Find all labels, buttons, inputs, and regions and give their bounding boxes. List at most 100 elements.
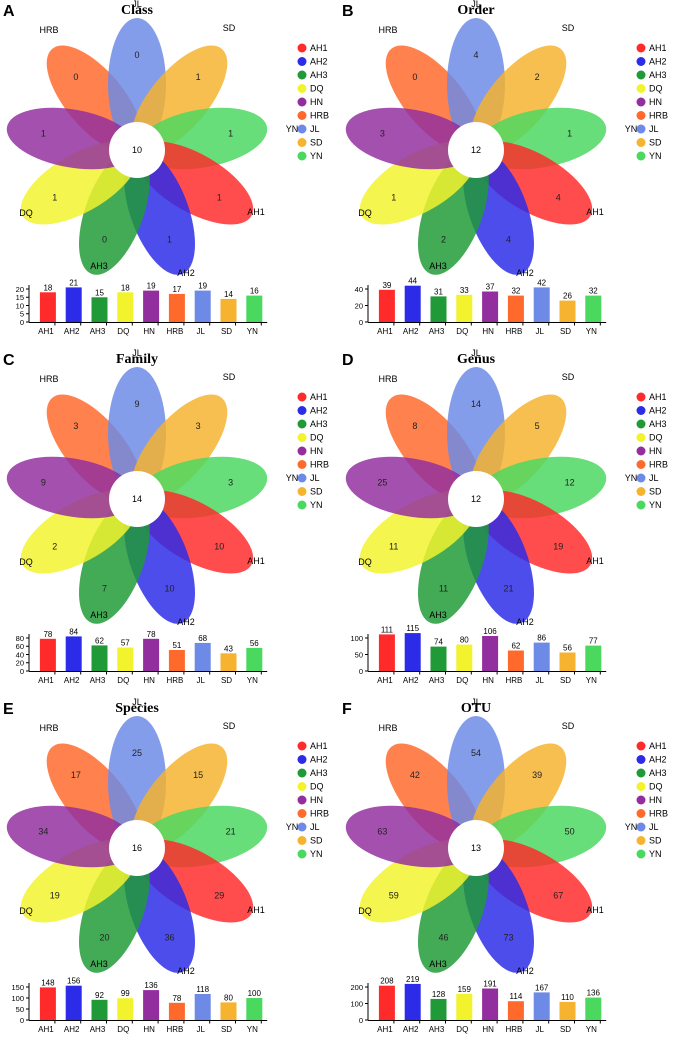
petal-count-jl: 0 <box>134 50 139 60</box>
bar-jl <box>533 642 550 671</box>
bar-ah3 <box>91 645 108 671</box>
x-tick-label-hrb: HRB <box>166 327 183 336</box>
flower-panel-family: C Family 3 HRB 9 JL 3 SD 3 YN 10 AH1 10 AH2 7 AH3 2 DQ 9 HN… <box>0 349 339 698</box>
petal-label-sd: SD <box>562 23 575 33</box>
y-tick-label: 40 <box>355 285 363 294</box>
petal-count-hrb: 8 <box>412 421 417 431</box>
legend-label-yn: YN <box>310 500 323 510</box>
x-tick-label-jl: JL <box>196 676 205 685</box>
x-tick-label-dq: DQ <box>117 676 129 685</box>
petal-label-ah1: AH1 <box>247 905 265 915</box>
y-tick-label: 0 <box>359 667 363 676</box>
bar-value-dq: 33 <box>460 286 469 295</box>
bar-ah2 <box>65 636 82 671</box>
bar-value-hrb: 114 <box>510 992 523 1001</box>
bar-ah1 <box>378 289 395 322</box>
legend-swatch-ah2 <box>297 57 307 66</box>
bar-value-yn: 77 <box>589 637 598 646</box>
x-tick-label-jl: JL <box>196 327 205 336</box>
petal-label-ah3: AH3 <box>90 610 108 620</box>
bar-value-ah2: 219 <box>406 975 420 984</box>
petal-count-ah2: 36 <box>164 932 174 942</box>
bar-value-sd: 80 <box>224 993 233 1002</box>
y-tick-label: 100 <box>350 999 363 1008</box>
legend-swatch-yn <box>636 151 646 161</box>
petal-ah3 <box>79 498 150 624</box>
bar-value-dq: 57 <box>121 638 130 647</box>
bar-value-hrb: 78 <box>172 994 181 1003</box>
legend-label-hrb: HRB <box>649 809 668 819</box>
legend-swatch-ah3 <box>636 70 646 80</box>
x-tick-label-dq: DQ <box>456 676 468 685</box>
legend-label-yn: YN <box>310 151 323 161</box>
x-tick-label-ah1: AH1 <box>38 327 54 336</box>
petal-label-sd: SD <box>223 372 236 382</box>
bar-ah3 <box>430 296 447 322</box>
petal-count-sd: 15 <box>193 770 203 780</box>
petal-count-yn: 21 <box>226 827 236 837</box>
bar-hrb <box>168 650 185 671</box>
legend-swatch-ah1 <box>297 392 307 402</box>
petal-label-ah2: AH2 <box>516 966 534 976</box>
petal-label-hrb: HRB <box>378 25 397 35</box>
bar-yn <box>585 997 602 1020</box>
y-tick-label: 50 <box>355 650 363 659</box>
flower-panel-otu: F OTU 42 HRB 54 JL 39 SD 50 YN 67 AH1 73 AH2 46 AH3 59 DQ… <box>339 698 678 1047</box>
bar-value-yn: 32 <box>589 287 598 296</box>
legend-label-hrb: HRB <box>310 809 329 819</box>
bar-value-hrb: 32 <box>511 287 520 296</box>
bar-jl <box>194 290 211 322</box>
x-tick-label-ah2: AH2 <box>403 327 419 336</box>
bar-hn <box>482 988 499 1020</box>
petal-label-hn: HN <box>0 473 1 483</box>
legend-label-sd: SD <box>310 487 323 497</box>
petal-count-dq: 2 <box>52 542 57 552</box>
petal-count-ah2: 1 <box>167 234 172 244</box>
petal-count-dq: 11 <box>389 542 398 552</box>
petal-label-yn: YN <box>286 124 299 134</box>
bar-chart: 0 20 40 39 AH1 44 AH2 31 AH3 33 DQ 37 HN 32 HRB 42 JL 26 S… <box>355 277 607 336</box>
panel-title: Genus <box>457 352 496 367</box>
y-tick-label: 20 <box>16 285 24 294</box>
bar-hrb <box>507 295 524 322</box>
legend-swatch-sd <box>297 138 307 147</box>
bar-ah1 <box>39 292 56 322</box>
x-tick-label-yn: YN <box>247 327 258 336</box>
bar-dq <box>117 292 134 322</box>
legend-label-jl: JL <box>649 822 659 832</box>
petal-label-hn: HN <box>339 473 340 483</box>
bar-value-sd: 43 <box>224 644 233 653</box>
legend-swatch-hrb <box>297 460 307 469</box>
bar-sd <box>220 653 237 671</box>
legend-label-dq: DQ <box>310 782 324 792</box>
panel-letter: A <box>3 3 15 20</box>
bar-value-ah3: 74 <box>434 638 443 647</box>
legend-swatch-ah2 <box>297 406 307 415</box>
legend-swatch-ah1 <box>636 741 646 751</box>
core-count: 16 <box>132 843 142 853</box>
x-tick-label-ah1: AH1 <box>377 676 393 685</box>
bar-hn <box>143 990 160 1020</box>
petal-ah1 <box>135 141 254 225</box>
bar-value-ah2: 84 <box>69 627 78 636</box>
petal-label-sd: SD <box>562 372 575 382</box>
petal-label-sd: SD <box>223 721 236 731</box>
core-count: 14 <box>132 494 142 504</box>
x-tick-label-hrb: HRB <box>166 1025 183 1034</box>
x-tick-label-ah1: AH1 <box>38 676 54 685</box>
petal-count-ah3: 20 <box>99 932 109 942</box>
petal-label-yn: YN <box>286 822 299 832</box>
petal-label-jl: JL <box>471 0 481 9</box>
petal-label-dq: DQ <box>19 557 33 567</box>
bar-value-sd: 14 <box>224 290 233 299</box>
bar-hn <box>482 291 499 322</box>
bar-dq <box>117 998 134 1020</box>
bar-value-ah1: 18 <box>43 283 52 292</box>
x-tick-label-yn: YN <box>586 676 597 685</box>
x-tick-label-yn: YN <box>247 676 258 685</box>
petal-label-ah2: AH2 <box>177 617 195 627</box>
legend-swatch-hn <box>636 446 646 456</box>
x-tick-label-jl: JL <box>535 327 544 336</box>
y-tick-label: 0 <box>359 1016 363 1025</box>
legend-swatch-dq <box>636 782 646 791</box>
